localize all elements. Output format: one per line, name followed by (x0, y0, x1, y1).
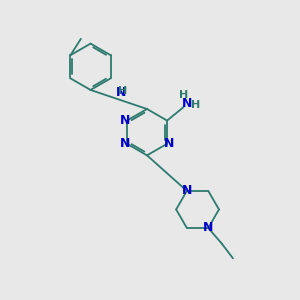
Text: H: H (191, 100, 201, 110)
Text: H: H (179, 90, 188, 100)
Text: N: N (116, 86, 126, 99)
Text: N: N (164, 137, 175, 150)
Text: N: N (182, 184, 192, 197)
Text: N: N (203, 221, 213, 235)
Text: H: H (118, 85, 128, 96)
Text: N: N (182, 97, 193, 110)
Text: N: N (119, 137, 130, 150)
Text: N: N (119, 114, 130, 127)
